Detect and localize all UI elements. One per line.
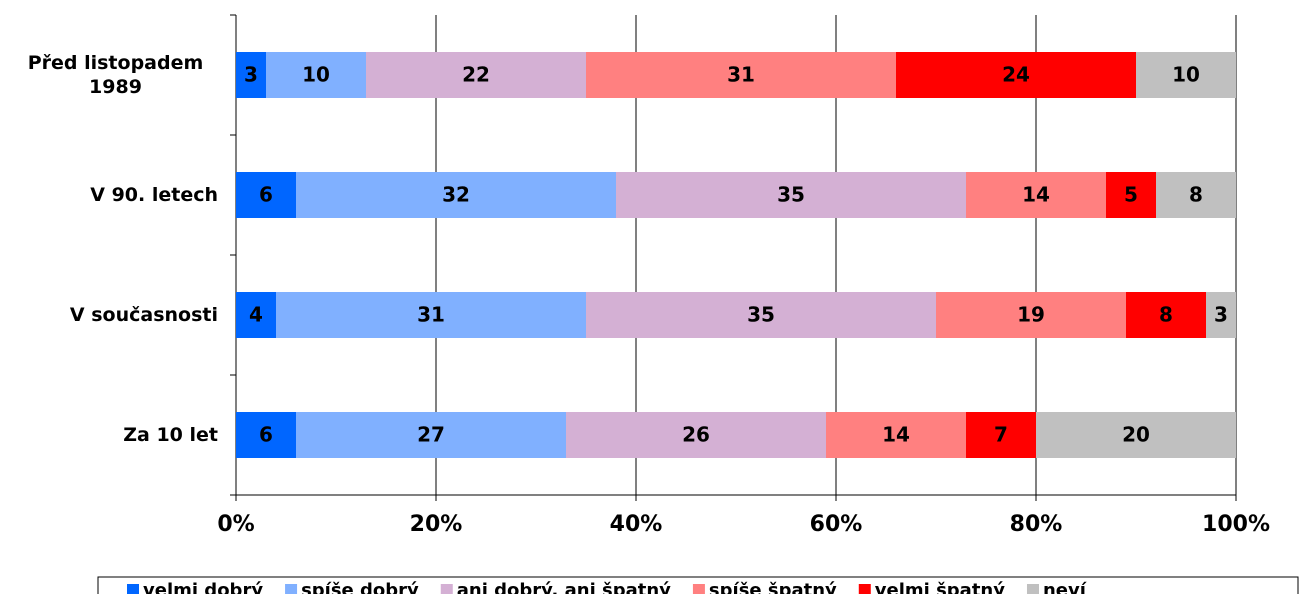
data-label: 6 <box>259 183 273 207</box>
bar-segment <box>616 172 966 218</box>
x-tick-label: 100% <box>1202 512 1270 537</box>
data-label: 26 <box>682 423 710 447</box>
bar-segment <box>566 412 826 458</box>
x-tick-label: 40% <box>610 512 663 537</box>
bar-segment <box>586 292 936 338</box>
legend-label: neví <box>1043 580 1087 594</box>
legend-swatch <box>1026 584 1039 594</box>
bar-segment <box>896 52 1136 98</box>
y-tick-label: V 90. letech <box>90 184 218 206</box>
bar-segment <box>586 52 896 98</box>
data-label: 10 <box>1172 63 1200 87</box>
bar-segment <box>1106 172 1156 218</box>
data-label: 14 <box>1022 183 1050 207</box>
data-label: 7 <box>994 423 1008 447</box>
data-label: 3 <box>244 63 258 87</box>
x-tick-label: 20% <box>410 512 463 537</box>
x-tick-label: 80% <box>1010 512 1063 537</box>
bar-segment <box>296 172 616 218</box>
legend-label: spíše špatný <box>709 580 837 594</box>
data-label: 14 <box>882 423 910 447</box>
data-label: 20 <box>1122 423 1150 447</box>
legend-swatch <box>692 584 705 594</box>
y-tick-label: V současnosti <box>69 304 218 326</box>
bar-segment <box>1036 412 1236 458</box>
data-label: 22 <box>462 63 490 87</box>
data-label: 5 <box>1124 183 1138 207</box>
data-label: 35 <box>777 183 805 207</box>
data-label: 24 <box>1002 63 1030 87</box>
x-tick-label: 60% <box>810 512 863 537</box>
legend-label: spíše dobrý <box>301 580 419 594</box>
bar-segment <box>236 292 276 338</box>
bar-segment <box>966 172 1106 218</box>
bar-segment <box>236 172 296 218</box>
bar-segment <box>1206 292 1236 338</box>
data-label: 35 <box>747 303 775 327</box>
bar-segment <box>366 52 586 98</box>
bar-segment <box>966 412 1036 458</box>
data-label: 10 <box>302 63 330 87</box>
legend-label: velmi špatný <box>875 580 1005 594</box>
bar-segment <box>276 292 586 338</box>
bar-segment <box>236 52 266 98</box>
legend-swatch <box>127 584 139 594</box>
bar-segment <box>236 412 296 458</box>
data-label: 3 <box>1214 303 1228 327</box>
y-tick-label: Před listopadem 1989 <box>27 52 204 98</box>
bar-segment <box>936 292 1126 338</box>
data-label: 19 <box>1017 303 1045 327</box>
bar-segment <box>1136 52 1236 98</box>
legend: velmi dobrý spíše dobrý ani dobrý, ani špa… <box>127 580 1087 594</box>
data-label: 4 <box>249 303 263 327</box>
legend-label: velmi dobrý <box>143 580 263 594</box>
data-label: 31 <box>417 303 445 327</box>
y-tick-label: Za 10 let <box>123 424 218 446</box>
bar-segment <box>1126 292 1206 338</box>
data-label: 8 <box>1159 303 1173 327</box>
data-label: 8 <box>1189 183 1203 207</box>
legend-swatch <box>285 584 298 594</box>
legend-swatch <box>440 584 453 594</box>
data-label: 6 <box>259 423 273 447</box>
bar-segment <box>826 412 966 458</box>
legend-label: ani dobrý, ani špatný <box>457 580 671 594</box>
x-tick-label: 0% <box>217 512 254 537</box>
data-label: 32 <box>442 183 470 207</box>
data-label: 27 <box>417 423 445 447</box>
bar-segment <box>296 412 566 458</box>
legend-swatch <box>858 584 871 594</box>
bar-segment <box>266 52 366 98</box>
data-label: 31 <box>727 63 755 87</box>
bar-segment <box>1156 172 1236 218</box>
